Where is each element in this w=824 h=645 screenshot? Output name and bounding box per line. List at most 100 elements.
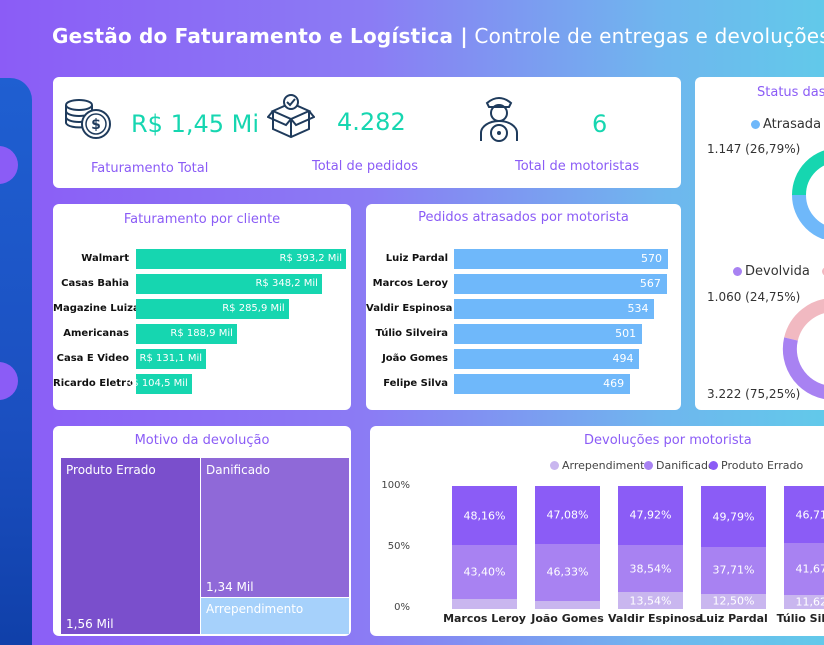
- status-legend-late: Atrasada: [751, 117, 821, 132]
- return-reason-title: Motivo da devolução: [134, 433, 270, 448]
- x-category-tulio-silveira: Túlio Silveira: [776, 612, 824, 625]
- revenue-bar-walmart[interactable]: [136, 249, 346, 269]
- revenue-bar-casa-e-video[interactable]: [136, 349, 207, 369]
- revenue-value-ricardo-eletro: R$ 104,5 Mil: [125, 378, 188, 389]
- treemap-arrependimento-label: Arrependimento: [206, 602, 304, 616]
- status-legend-late-dot: [751, 120, 760, 129]
- stack-seg-arrependimento-valdir-espinosa[interactable]: 13,54%: [618, 592, 683, 609]
- stack-seg-produto-errado-valdir-espinosa[interactable]: 47,92%: [618, 486, 683, 545]
- treemap-arrependimento[interactable]: Arrependimento: [201, 598, 349, 634]
- y-axis-0: 0%: [394, 602, 410, 613]
- revenue-value-walmart: R$ 393,2 Mil: [279, 253, 342, 264]
- stack-label-danificado-joao-gomes: 46,33%: [546, 565, 589, 579]
- page-title-main: Gestão do Faturamento e Logística |: [52, 24, 468, 48]
- late-category-luiz-pardal: Luiz Pardal: [385, 253, 448, 264]
- stack-label-danificado-marcos-leroy: 43,40%: [463, 565, 506, 579]
- status-legend-returned-label: Devolvida: [745, 264, 810, 279]
- stack-label-produto-errado-tulio-silveira: 46,71%: [795, 508, 824, 522]
- stack-label-produto-errado-luiz-pardal: 49,79%: [712, 510, 755, 524]
- late-category-joao-gomes: João Gomes: [382, 353, 448, 364]
- status-legend-returned: Devolvida: [733, 264, 824, 279]
- revenue-value-americanas: R$ 188,9 Mil: [170, 328, 233, 339]
- revenue-category-walmart: Walmart: [81, 253, 129, 264]
- kpi-revenue-value: R$ 1,45 Mi: [131, 110, 260, 138]
- revenue-category-magazine-luiza: Magazine Luiza: [53, 303, 140, 314]
- stack-seg-danificado-joao-gomes[interactable]: 46,33%: [535, 543, 600, 601]
- stack-label-danificado-tulio-silveira: 41,67%: [795, 562, 824, 576]
- status-donut-1: [792, 150, 824, 239]
- treemap-danificado[interactable]: Danificado 1,34 Mil: [201, 458, 349, 597]
- treemap-produto-errado-label: Produto Errado: [66, 463, 156, 477]
- revenue-category-casas-bahia: Casas Bahia: [61, 278, 129, 289]
- kpi-revenue-label: Faturamento Total: [91, 161, 209, 176]
- stack-seg-produto-errado-joao-gomes[interactable]: 47,08%: [535, 486, 600, 544]
- revenue-bar-americanas[interactable]: [136, 324, 237, 344]
- returns-by-driver-title: Devoluções por motorista: [584, 433, 752, 448]
- sidebar-nav-button-1[interactable]: [0, 146, 18, 184]
- stack-seg-danificado-marcos-leroy[interactable]: 43,40%: [452, 545, 517, 599]
- svg-text:$: $: [91, 117, 101, 133]
- return-reason-card: Motivo da devolução Produto Errado 1,56 …: [53, 426, 351, 636]
- revenue-bar-casas-bahia[interactable]: [136, 274, 322, 294]
- page-title-sub: Controle de entregas e devoluções: [467, 24, 824, 48]
- legend-produto-errado: Produto Errado: [709, 459, 803, 472]
- late-bar-tulio-silveira[interactable]: [454, 324, 643, 344]
- status-donut-2: [782, 299, 824, 399]
- money-icon: $: [65, 99, 111, 139]
- y-axis-50: 50%: [387, 541, 410, 552]
- kpi-orders-value: 4.282: [337, 108, 406, 136]
- late-value-joao-gomes: 494: [612, 352, 634, 365]
- legend-danificado-dot: [644, 461, 653, 470]
- stack-seg-arrependimento-tulio-silveira[interactable]: 11,62%: [784, 594, 824, 609]
- late-bar-joao-gomes[interactable]: [454, 349, 640, 369]
- stack-seg-danificado-valdir-espinosa[interactable]: 38,54%: [618, 544, 683, 593]
- stack-seg-arrependimento-marcos-leroy[interactable]: [452, 598, 517, 609]
- page-title: Gestão do Faturamento e Logística | Cont…: [52, 24, 824, 48]
- legend-arrependimento-label: Arrependimento: [562, 459, 652, 472]
- revenue-category-americanas: Americanas: [63, 328, 129, 339]
- revenue-category-ricardo-eletro: Ricardo Eletro: [53, 378, 133, 389]
- revenue-category-casa-e-video: Casa E Video: [56, 353, 129, 364]
- kpi-card: $ R$ 1,45 Mi Faturamento Total 4.282 Tot…: [53, 77, 681, 188]
- driver-icon: [480, 97, 518, 142]
- stack-seg-arrependimento-joao-gomes[interactable]: [535, 600, 600, 609]
- returns-by-driver-card: Devoluções por motorista Arrependimento …: [370, 426, 824, 636]
- status-returned-value: 1.060 (24,75%): [707, 290, 801, 304]
- stack-seg-produto-errado-tulio-silveira[interactable]: 46,71%: [784, 486, 824, 544]
- legend-danificado: Danificado: [644, 459, 715, 472]
- stack-seg-danificado-tulio-silveira[interactable]: 41,67%: [784, 543, 824, 595]
- kpi-orders-label: Total de pedidos: [312, 159, 418, 174]
- stack-seg-danificado-luiz-pardal[interactable]: 37,71%: [701, 547, 766, 594]
- stack-label-produto-errado-marcos-leroy: 48,16%: [463, 509, 506, 523]
- stack-label-produto-errado-joao-gomes: 47,08%: [546, 508, 589, 522]
- stack-seg-produto-errado-luiz-pardal[interactable]: 49,79%: [701, 486, 766, 548]
- x-category-joao-gomes: João Gomes: [531, 612, 604, 625]
- late-bar-valdir-espinosa[interactable]: [454, 299, 655, 319]
- late-category-tulio-silveira: Túlio Silveira: [375, 328, 448, 339]
- status-legend-other-dot: [821, 267, 824, 276]
- status-legend-late-label: Atrasada: [763, 117, 822, 132]
- x-category-marcos-leroy: Marcos Leroy: [443, 612, 526, 625]
- late-bar-luiz-pardal[interactable]: [454, 249, 668, 269]
- revenue-bar-magazine-luiza[interactable]: [136, 299, 289, 319]
- stack-seg-produto-errado-marcos-leroy[interactable]: 48,16%: [452, 486, 517, 546]
- box-icon: [267, 94, 315, 139]
- revenue-bar-ricardo-eletro[interactable]: [136, 374, 192, 394]
- late-bar-felipe-silva[interactable]: [454, 374, 631, 394]
- legend-produto-errado-dot: [709, 461, 718, 470]
- stack-seg-arrependimento-luiz-pardal[interactable]: 12,50%: [701, 593, 766, 609]
- status-legend-returned-dot: [733, 267, 742, 276]
- x-category-valdir-espinosa: Valdir Espinosa: [608, 612, 704, 625]
- kpi-drivers-label: Total de motoristas: [515, 159, 640, 174]
- late-bar-marcos-leroy[interactable]: [454, 274, 667, 294]
- stack-label-arrependimento-valdir-espinosa: 13,54%: [629, 594, 672, 608]
- legend-arrependimento: Arrependimento: [550, 459, 651, 472]
- sidebar-nav-button-2[interactable]: [0, 362, 18, 400]
- treemap-produto-errado-value: 1,56 Mil: [66, 617, 114, 631]
- treemap-produto-errado[interactable]: Produto Errado 1,56 Mil: [61, 458, 200, 634]
- stack-label-danificado-luiz-pardal: 37,71%: [712, 563, 755, 577]
- late-value-valdir-espinosa: 534: [627, 302, 649, 315]
- y-axis-100: 100%: [381, 480, 410, 491]
- late-category-felipe-silva: Felipe Silva: [383, 378, 448, 389]
- status-card-title: Status das: [757, 85, 824, 100]
